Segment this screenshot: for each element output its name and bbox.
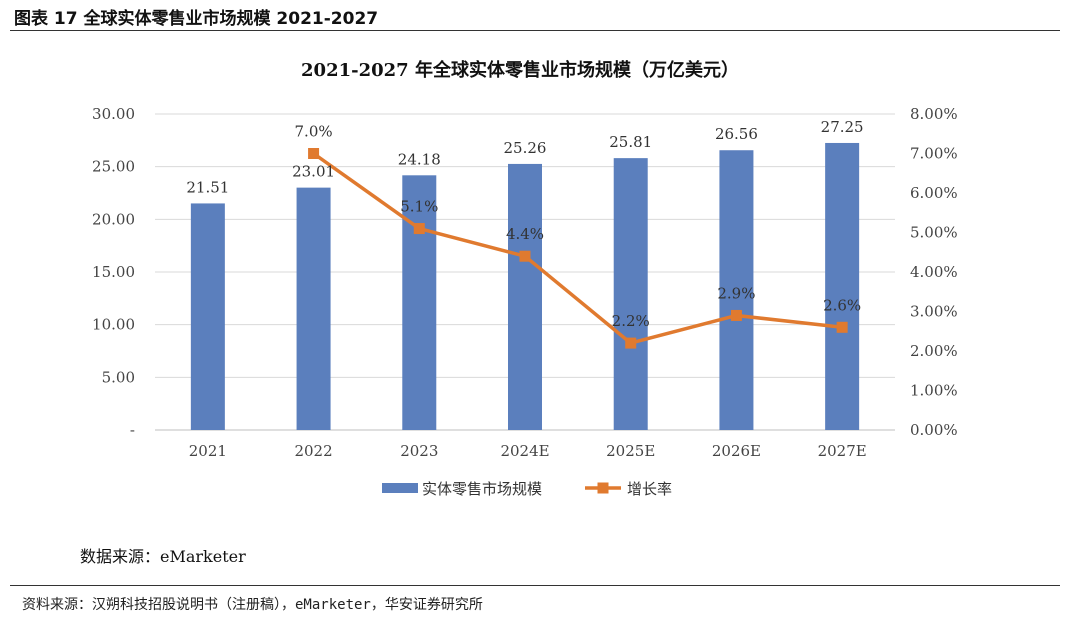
line-series [308, 148, 848, 349]
legend-swatch-marker [597, 482, 609, 494]
x-tick-label: 2024E [500, 442, 549, 460]
y-right-tick-label: 1.00% [910, 382, 958, 400]
growth-value-label: 2.6% [823, 296, 861, 314]
bar-value-label: 26.56 [715, 125, 758, 143]
chart-title: 2021-2027 年全球实体零售业市场规模（万亿美元） [301, 59, 739, 81]
bar [719, 150, 754, 430]
bar [508, 163, 542, 431]
y-right-tick-label: 7.00% [910, 145, 958, 163]
y-right-tick-label: 4.00% [910, 263, 958, 281]
bar-value-label: 24.18 [398, 150, 441, 168]
bar [190, 203, 225, 430]
y-left-tick-label: - [130, 421, 135, 439]
footer-rule [10, 585, 1060, 586]
bar [402, 175, 437, 430]
growth-value-label: 2.9% [717, 284, 755, 302]
growth-value-label: 2.2% [612, 312, 650, 330]
growth-marker [625, 337, 637, 349]
y-right-tick-label: 5.00% [910, 224, 958, 242]
bar-value-label: 21.51 [186, 178, 229, 196]
bar [296, 187, 331, 430]
x-tick-label: 2027E [818, 442, 867, 460]
bar-value-label: 27.25 [821, 118, 864, 136]
x-tick-label: 2021 [189, 442, 227, 460]
growth-marker [836, 321, 848, 333]
bar-series [190, 142, 860, 431]
y-right-tick-label: 6.00% [910, 184, 958, 202]
bar-value-label: 25.81 [609, 133, 652, 151]
y-left-tick-label: 10.00 [92, 316, 135, 334]
growth-marker [730, 309, 742, 321]
y-left-tick-label: 30.00 [92, 105, 135, 123]
x-tick-label: 2026E [712, 442, 761, 460]
growth-line [312, 152, 843, 345]
x-tick-label: 2022 [294, 442, 332, 460]
chart: 2021-2027 年全球实体零售业市场规模（万亿美元） - 5.00 10.00 1… [92, 59, 958, 498]
legend-label-bar: 实体零售市场规模 [422, 480, 542, 498]
x-tick-label: 2025E [606, 442, 655, 460]
y-left-tick-label: 20.00 [92, 210, 135, 228]
growth-marker [519, 250, 531, 262]
y-left-tick-label: 25.00 [92, 158, 135, 176]
figure-title: 图表 17 全球实体零售业市场规模 2021-2027 [14, 9, 379, 29]
y-right-tick-label: 3.00% [910, 303, 958, 321]
data-source-note: 数据来源：eMarketer [80, 547, 246, 566]
y-right-tick-label: 2.00% [910, 342, 958, 360]
bar-value-label: 25.26 [504, 139, 547, 157]
legend-swatch-bar [382, 483, 418, 493]
bar-value-label: 23.01 [292, 163, 335, 181]
header-rule [10, 30, 1060, 31]
y-right-tick-label: 8.00% [910, 105, 958, 123]
axes: - 5.00 10.00 15.00 20.00 25.00 30.00 0.00% 1.00%… [92, 105, 958, 460]
bar [825, 142, 860, 430]
y-right-tick-label: 0.00% [910, 421, 958, 439]
growth-marker [413, 223, 425, 235]
footer-source: 资料来源：汉朔科技招股说明书（注册稿），eMarketer，华安证券研究所 [22, 597, 483, 613]
data-labels: 21.51 23.01 24.18 25.26 25.81 26.56 27.25 7.0% 5… [186, 118, 863, 330]
growth-value-label: 5.1% [400, 198, 438, 216]
y-left-tick-label: 5.00 [102, 368, 135, 386]
growth-marker [308, 148, 320, 159]
growth-value-label: 4.4% [506, 225, 544, 243]
legend-label-line: 增长率 [627, 480, 672, 498]
bar [613, 158, 648, 430]
x-tick-label: 2023 [400, 442, 438, 460]
y-left-tick-label: 15.00 [92, 263, 135, 281]
growth-value-label: 7.0% [295, 123, 333, 141]
legend: 实体零售市场规模 增长率 [382, 480, 672, 498]
